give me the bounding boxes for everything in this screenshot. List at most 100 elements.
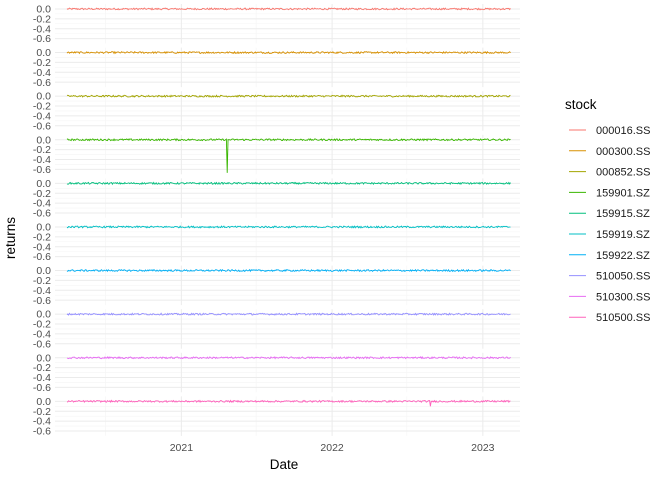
legend-item: 159901.SZ — [569, 187, 650, 199]
y-tick-label: 0.0 — [36, 4, 51, 16]
y-tick-label: -0.4 — [33, 328, 51, 340]
legend-label: 510500.SS — [596, 312, 650, 324]
strip-label-group: 159919.SZ — [526, 216, 538, 268]
legend-item: 000016.SS — [569, 125, 650, 137]
y-tick-label: -0.2 — [33, 13, 51, 25]
strip-label: 510300.SS — [526, 347, 538, 399]
legend-label: 000300.SS — [596, 146, 650, 158]
y-tick-label: -0.6 — [33, 208, 51, 220]
x-tick-label: 2022 — [320, 442, 344, 454]
strip-label: 510500.SS — [526, 390, 538, 442]
series-line — [66, 94, 511, 98]
strip-label-group: 159901.SZ — [526, 129, 538, 181]
strip-label: 159922.SZ — [526, 260, 538, 312]
legend-item: 510300.SS — [569, 291, 650, 303]
legend-label: 510300.SS — [596, 291, 650, 303]
y-tick-label: -0.2 — [33, 231, 51, 243]
strip-label-group: 510500.SS — [526, 390, 538, 442]
legend-item: 159915.SZ — [569, 208, 650, 220]
y-tick-label: -0.6 — [33, 120, 51, 132]
y-tick-label: -0.6 — [33, 295, 51, 307]
strip-label-group: 000016.SS — [526, 0, 538, 50]
x-axis: 2021 2022 2023 — [170, 442, 495, 454]
facet-panel: 0.0-0.2-0.4-0.6 159922.SZ — [33, 260, 538, 312]
y-tick-label: 0.0 — [36, 352, 51, 364]
y-tick-label: -0.4 — [33, 372, 51, 384]
y-tick-label: -0.4 — [33, 23, 51, 35]
strip-label-group: 000300.SS — [526, 41, 538, 93]
y-tick-label: -0.4 — [33, 110, 51, 122]
series-line — [66, 225, 511, 229]
legend-item: 159922.SZ — [569, 250, 650, 262]
legend-item: 000852.SS — [569, 167, 650, 179]
y-tick-label: -0.2 — [33, 406, 51, 418]
y-tick-label: -0.6 — [33, 382, 51, 394]
facet-panel: 0.0-0.2-0.4-0.6 159919.SZ — [33, 216, 538, 268]
strip-label-group: 159922.SZ — [526, 260, 538, 312]
y-tick-label: -0.6 — [33, 33, 51, 45]
y-tick-label: -0.4 — [33, 285, 51, 297]
strip-label: 000852.SS — [526, 85, 538, 137]
y-tick-label: 0.0 — [36, 178, 51, 190]
strip-label: 510050.SS — [526, 303, 538, 355]
y-tick-label: 0.0 — [36, 222, 51, 234]
facet-panel: 0.0-0.2-0.4-0.6 000300.SS — [33, 41, 538, 93]
strip-label: 000016.SS — [526, 0, 538, 50]
y-tick-label: 0.0 — [36, 309, 51, 321]
facet-panel: 0.0-0.2-0.4-0.6 510050.SS — [33, 303, 538, 355]
series-line — [66, 50, 511, 55]
legend-item: 000300.SS — [569, 146, 650, 158]
y-tick-label: -0.6 — [33, 77, 51, 89]
y-tick-label: -0.4 — [33, 67, 51, 79]
legend-title: stock — [565, 97, 597, 112]
strip-label: 159901.SZ — [526, 129, 538, 181]
y-tick-label: -0.2 — [33, 144, 51, 156]
y-tick-label: -0.2 — [33, 57, 51, 69]
y-tick-label: 0.0 — [36, 396, 51, 408]
legend-item: 510500.SS — [569, 312, 650, 324]
series-line — [66, 312, 511, 316]
x-axis-title: Date — [270, 457, 299, 472]
strip-label: 159915.SZ — [526, 172, 538, 224]
legend-label: 000852.SS — [596, 167, 650, 179]
legend-item: 510050.SS — [569, 271, 650, 283]
y-tick-label: 0.0 — [36, 265, 51, 277]
legend-label: 510050.SS — [596, 271, 650, 283]
series-line — [66, 7, 511, 11]
y-axis-title: returns — [3, 217, 18, 259]
y-tick-label: -0.2 — [33, 319, 51, 331]
facet-panel: 0.0-0.2-0.4-0.6 000852.SS — [33, 85, 538, 137]
series-line — [66, 399, 511, 407]
y-tick-label: -0.4 — [33, 154, 51, 166]
facet-panel: 0.0-0.2-0.4-0.6 510300.SS — [33, 347, 538, 399]
strip-label: 000300.SS — [526, 41, 538, 93]
y-tick-label: -0.2 — [33, 101, 51, 113]
y-tick-label: 0.0 — [36, 91, 51, 103]
legend: stock 000016.SS 000300.SS 000852.SS 159901.… — [565, 97, 650, 324]
y-tick-label: -0.6 — [33, 251, 51, 263]
strip-label-group: 159915.SZ — [526, 172, 538, 224]
legend-label: 159919.SZ — [596, 229, 650, 241]
series-line — [66, 268, 511, 273]
facet-panel: 0.0-0.2-0.4-0.6 159901.SZ — [33, 129, 538, 181]
series-line — [66, 138, 511, 173]
y-tick-label: -0.6 — [33, 338, 51, 350]
y-tick-label: -0.6 — [33, 426, 51, 438]
facet-panel: 0.0-0.2-0.4-0.6 510500.SS — [33, 390, 538, 442]
facet-panels: 0.0-0.2-0.4-0.6 000016.SS0.0-0.2-0.4-0.6 0… — [33, 0, 538, 442]
strip-label-group: 510300.SS — [526, 347, 538, 399]
legend-label: 159915.SZ — [596, 208, 650, 220]
legend-label: 159922.SZ — [596, 250, 650, 262]
y-tick-label: -0.4 — [33, 198, 51, 210]
facet-panel: 0.0-0.2-0.4-0.6 159915.SZ — [33, 172, 538, 224]
series-line — [66, 355, 511, 360]
legend-item: 159919.SZ — [569, 229, 650, 241]
y-tick-label: -0.2 — [33, 362, 51, 374]
strip-label-group: 000852.SS — [526, 85, 538, 137]
facet-panel: 0.0-0.2-0.4-0.6 000016.SS — [33, 0, 538, 50]
strip-label-group: 510050.SS — [526, 303, 538, 355]
legend-label: 000016.SS — [596, 125, 650, 137]
series-line — [66, 181, 511, 186]
x-tick-label: 2023 — [471, 442, 495, 454]
